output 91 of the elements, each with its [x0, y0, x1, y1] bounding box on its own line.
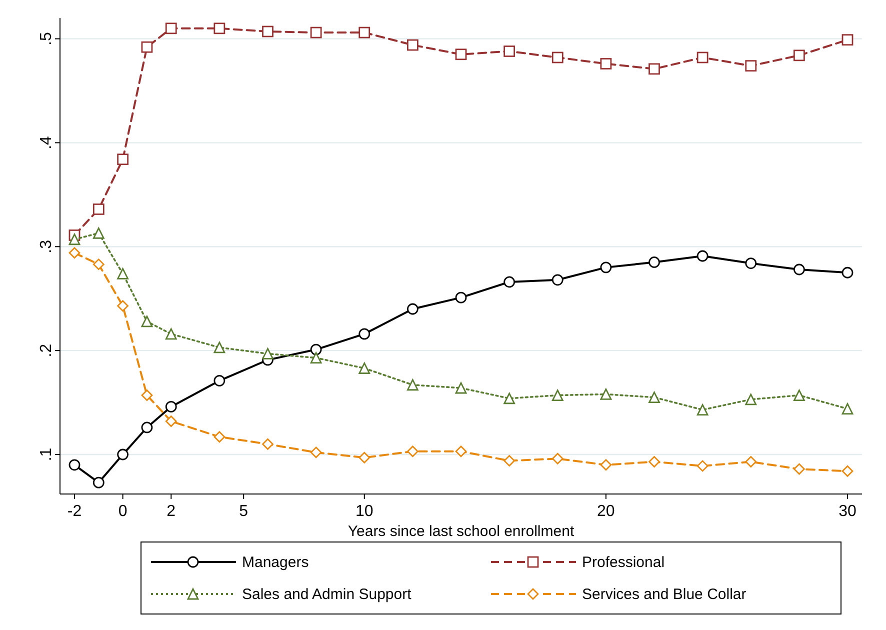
point: [793, 463, 805, 475]
point: [262, 26, 274, 38]
point: [406, 39, 418, 51]
x-tick-label: 5: [239, 503, 248, 520]
point: [141, 390, 153, 401]
point: [745, 60, 757, 72]
point: [552, 274, 564, 286]
point: [504, 392, 516, 404]
point: [504, 276, 516, 288]
point: [455, 292, 467, 304]
point: [68, 234, 80, 246]
point: [745, 394, 757, 406]
point: [696, 404, 708, 416]
point: [842, 34, 854, 46]
point: [310, 26, 322, 38]
point: [842, 403, 854, 414]
point: [92, 258, 104, 270]
x-tick-label: 10: [355, 503, 374, 520]
point: [310, 344, 322, 356]
point: [358, 452, 370, 464]
point: [214, 342, 226, 354]
y-tick-label: .3: [38, 240, 55, 254]
x-tick-label: 30: [838, 503, 857, 520]
point: [214, 431, 226, 443]
point: [455, 382, 467, 394]
y-tick-label: .1: [38, 448, 55, 462]
point: [358, 362, 370, 374]
x-axis-title: Years since last school enrollment: [348, 523, 575, 540]
point: [92, 204, 104, 215]
point: [358, 328, 370, 340]
y-tick-label: .2: [38, 344, 55, 358]
point: [262, 438, 274, 450]
point: [117, 154, 129, 166]
y-tick-label: .4: [38, 136, 55, 150]
point: [842, 266, 854, 278]
point: [504, 455, 516, 466]
point: [141, 316, 153, 328]
point: [793, 264, 805, 276]
point: [648, 63, 660, 75]
point: [745, 258, 757, 269]
x-tick-label: 0: [118, 503, 128, 520]
legend-label: Services and Blue Collar: [582, 586, 746, 603]
point: [455, 48, 467, 60]
point: [552, 452, 564, 464]
point: [648, 456, 660, 468]
point: [165, 401, 177, 412]
point: [214, 22, 226, 34]
point: [842, 465, 854, 477]
legend-label: Professional: [582, 554, 665, 571]
point: [552, 52, 564, 64]
point: [68, 247, 80, 259]
point: [117, 268, 129, 280]
point: [745, 456, 757, 468]
point: [552, 390, 564, 401]
point: [165, 328, 177, 340]
point: [406, 446, 418, 458]
point: [696, 460, 708, 472]
x-tick-label: 20: [597, 503, 615, 520]
point: [117, 300, 129, 312]
point: [696, 52, 708, 64]
point: [310, 352, 322, 364]
point: [68, 459, 80, 471]
point: [92, 227, 104, 239]
point: [600, 262, 612, 274]
point: [648, 392, 660, 404]
point: [793, 390, 805, 401]
point: [165, 22, 177, 34]
point: [648, 256, 660, 268]
legend-label: Sales and Admin Support: [242, 586, 412, 603]
point: [262, 348, 274, 360]
point: [214, 375, 226, 386]
point: [117, 448, 129, 460]
point: [406, 379, 418, 391]
point: [141, 422, 153, 434]
point: [455, 446, 467, 458]
point: [600, 388, 612, 400]
x-tick-label: -2: [67, 503, 82, 520]
point: [310, 446, 322, 458]
point: [141, 41, 153, 53]
point: [358, 26, 370, 38]
point: [92, 476, 104, 488]
point: [406, 303, 418, 315]
point: [600, 459, 612, 471]
y-tick-label: .5: [38, 32, 55, 46]
legend-label: Managers: [242, 554, 309, 571]
x-tick-label: 2: [166, 503, 176, 520]
point: [165, 416, 177, 427]
point: [696, 250, 708, 262]
point: [793, 50, 805, 62]
point: [600, 58, 612, 70]
point: [504, 46, 516, 57]
